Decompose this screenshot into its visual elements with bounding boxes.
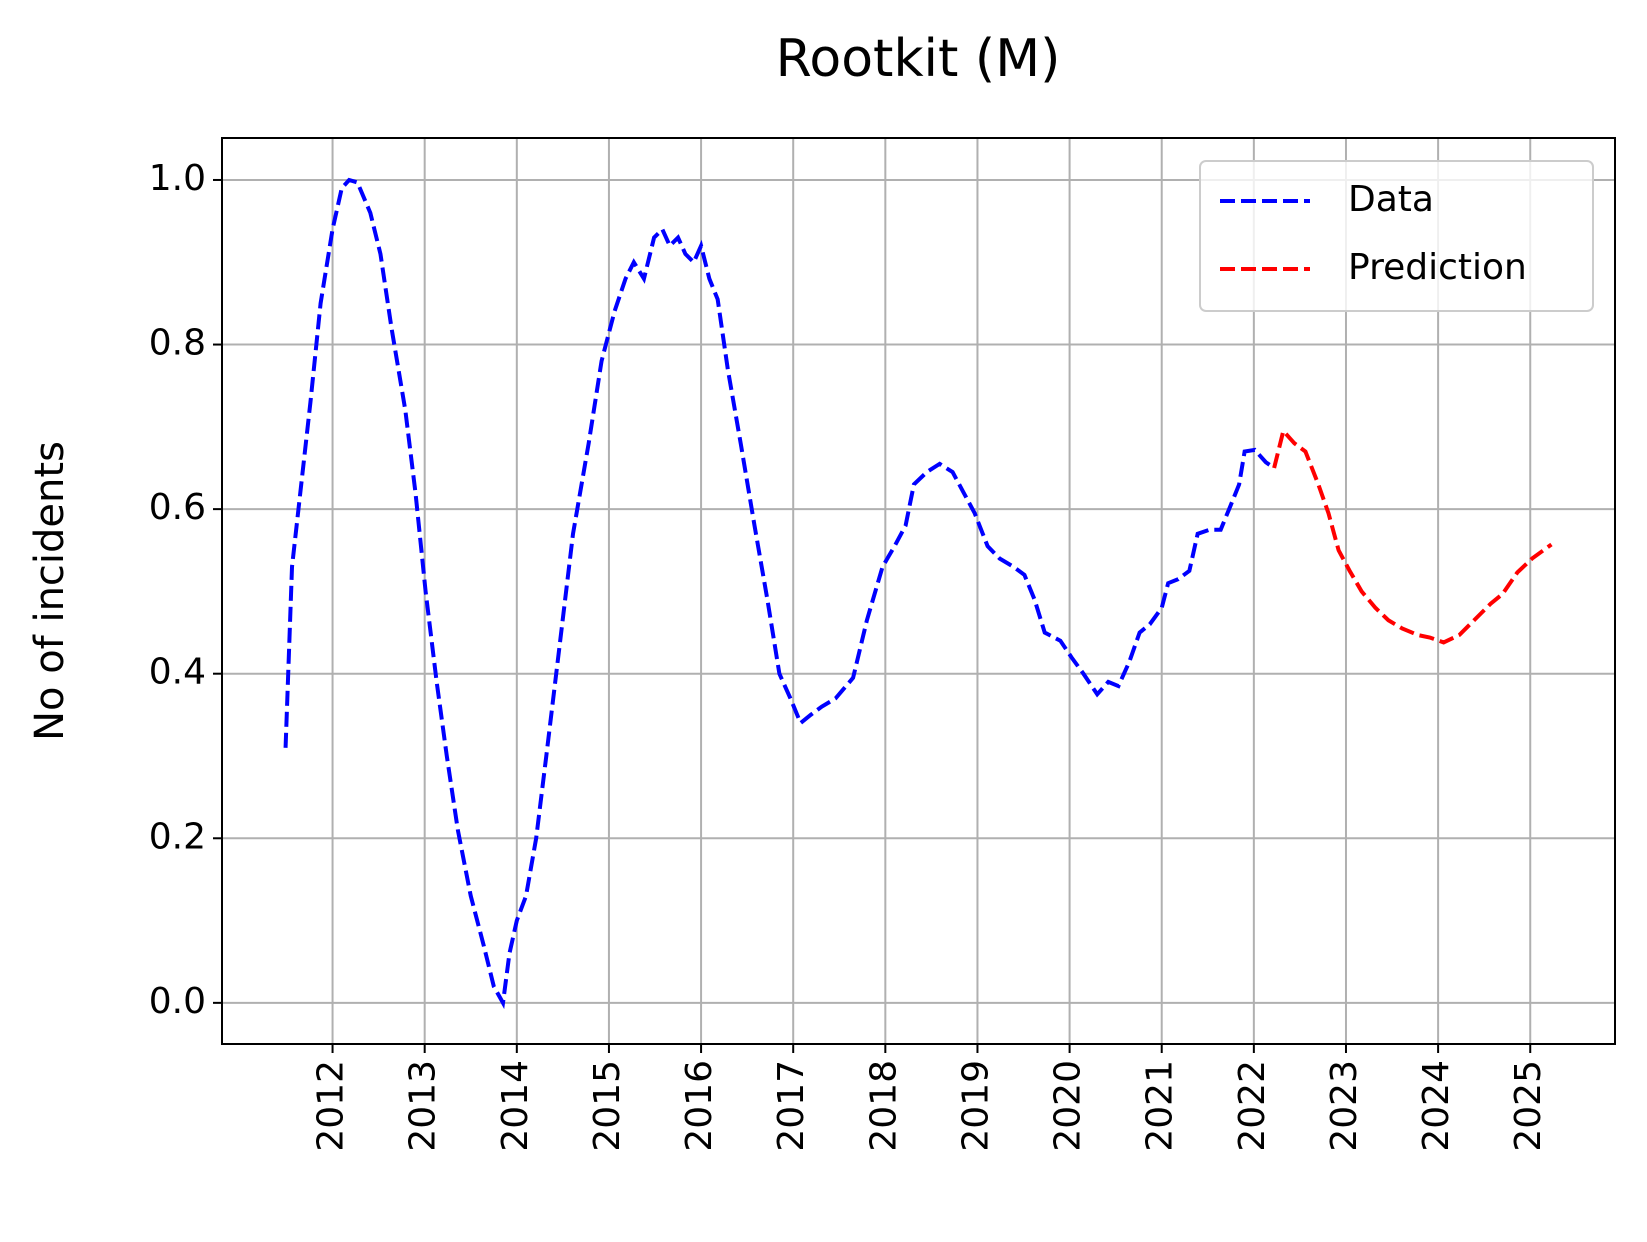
- x-tick-label: 2021: [1140, 1060, 1181, 1152]
- x-tick-label: 2014: [495, 1060, 536, 1152]
- chart-title: Rootkit (M): [776, 29, 1061, 89]
- y-tick-label: 0.2: [149, 816, 206, 857]
- x-tick-label: 2023: [1324, 1060, 1365, 1152]
- x-tick-label: 2019: [955, 1060, 996, 1152]
- x-tick-label: 2016: [679, 1060, 720, 1152]
- x-tick-label: 2013: [403, 1060, 444, 1152]
- x-tick-label: 2022: [1232, 1060, 1273, 1152]
- legend: Data Prediction: [1199, 160, 1594, 312]
- x-tick-label: 2012: [311, 1060, 352, 1152]
- x-tick-label: 2017: [771, 1060, 812, 1152]
- legend-label: Data: [1348, 179, 1434, 220]
- x-tick-label: 2015: [587, 1060, 628, 1152]
- y-axis-label: No of incidents: [27, 441, 73, 741]
- data-line: [1272, 426, 1553, 645]
- y-tick-label: 0.8: [149, 323, 206, 364]
- x-tick-label: 2020: [1048, 1060, 1089, 1152]
- y-tick-label: 0.4: [149, 652, 206, 693]
- y-tick-label: 0.0: [149, 981, 206, 1022]
- y-tick-label: 1.0: [149, 158, 206, 199]
- x-tick-label: 2024: [1416, 1060, 1457, 1152]
- legend-box: [1199, 160, 1594, 312]
- data-line: [283, 177, 1276, 1010]
- plot-frame: [221, 137, 1616, 1045]
- y-tick-label: 0.6: [149, 487, 206, 528]
- legend-label: Prediction: [1348, 247, 1527, 288]
- x-tick-label: 2018: [863, 1060, 904, 1152]
- x-tick-label: 2025: [1508, 1060, 1549, 1152]
